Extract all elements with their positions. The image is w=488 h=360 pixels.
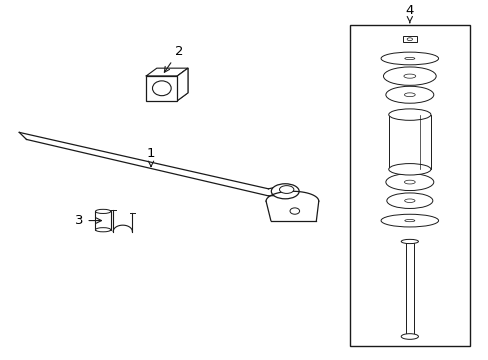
Ellipse shape (404, 199, 414, 202)
Polygon shape (177, 68, 187, 100)
Ellipse shape (380, 214, 438, 227)
Bar (388, 114, 430, 169)
Bar (402, 36, 416, 42)
Ellipse shape (407, 38, 412, 41)
Ellipse shape (400, 334, 418, 339)
Ellipse shape (385, 86, 433, 103)
Bar (95, 211, 111, 230)
Bar (349, 25, 469, 346)
Ellipse shape (388, 163, 430, 175)
Ellipse shape (400, 239, 418, 244)
Ellipse shape (95, 209, 111, 213)
Text: 4: 4 (405, 4, 413, 23)
Text: 2: 2 (164, 45, 183, 72)
Text: 3: 3 (75, 214, 102, 227)
Ellipse shape (388, 109, 430, 120)
Ellipse shape (95, 228, 111, 232)
Ellipse shape (385, 174, 433, 190)
Ellipse shape (404, 180, 414, 184)
Ellipse shape (404, 57, 414, 60)
Ellipse shape (403, 74, 415, 78)
Ellipse shape (271, 184, 299, 199)
Ellipse shape (380, 52, 438, 65)
Ellipse shape (404, 93, 414, 97)
Ellipse shape (152, 81, 171, 96)
Ellipse shape (279, 186, 293, 193)
Bar (146, 76, 177, 100)
Text: 1: 1 (146, 147, 155, 166)
Ellipse shape (383, 67, 435, 85)
Ellipse shape (386, 193, 432, 208)
Ellipse shape (404, 220, 414, 222)
Ellipse shape (289, 208, 299, 214)
